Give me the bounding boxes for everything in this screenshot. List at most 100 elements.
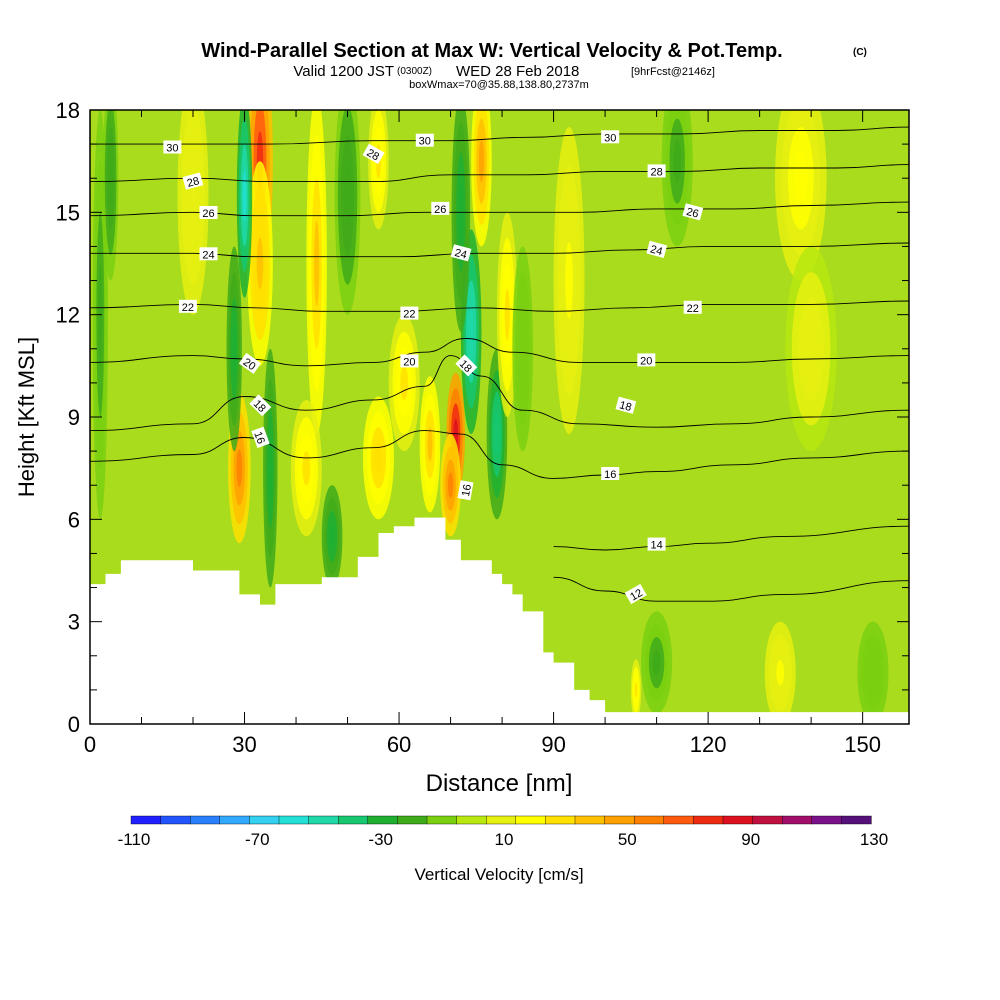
theta-label-28: 28 xyxy=(182,172,204,190)
w-feature-5 xyxy=(263,348,278,588)
y-axis-title: Height [Kft MSL] xyxy=(14,337,39,497)
colorbar-cell xyxy=(278,815,310,825)
theta-label-16: 16 xyxy=(601,467,620,481)
theta-label-box xyxy=(646,240,668,259)
theta-label-30: 30 xyxy=(163,140,182,155)
w-feature-ring xyxy=(268,438,273,498)
w-feature-ring xyxy=(776,660,785,686)
theta-contour-30 xyxy=(90,126,909,145)
theta-label-26: 26 xyxy=(682,203,704,221)
w-feature-27 xyxy=(641,611,673,714)
theta-label-box xyxy=(683,300,702,314)
chart-subtitle-fcst: [9hrFcst@2146z] xyxy=(631,66,715,78)
w-feature-ring xyxy=(256,237,264,290)
theta-label-text: 30 xyxy=(604,132,616,144)
y-tick-label: 0 xyxy=(68,712,80,737)
theta-label-box xyxy=(182,172,204,190)
colorbar-cell xyxy=(308,815,339,825)
chart-subtitle-utc: (0300Z) xyxy=(397,66,432,77)
y-tick-label: 9 xyxy=(68,405,80,430)
theta-label-16: 16 xyxy=(251,426,270,449)
theta-label-22: 22 xyxy=(400,306,419,321)
w-feature-23 xyxy=(661,110,693,247)
theta-label-text: 14 xyxy=(650,540,662,552)
w-feature-ring xyxy=(236,449,243,487)
theta-contour-16 xyxy=(90,430,909,479)
theta-label-28: 28 xyxy=(647,164,666,178)
x-tick-label: 60 xyxy=(387,732,411,757)
w-feature-ring xyxy=(447,472,454,499)
theta-contour-12 xyxy=(553,576,909,602)
colorbar-cell xyxy=(663,815,694,825)
w-feature-31 xyxy=(102,110,119,281)
w-feature-22 xyxy=(553,127,585,435)
w-feature-ring xyxy=(794,152,808,204)
theta-label-text: 24 xyxy=(649,243,664,258)
theta-contour-24 xyxy=(90,242,909,258)
theta-label-16: 16 xyxy=(457,480,474,501)
chart-subtitle-boxwmax: boxWmax=70@35.88,138.80,2737m xyxy=(409,79,589,91)
w-feature-ring xyxy=(242,169,247,221)
theta-label-box xyxy=(457,480,474,501)
w-feature-ring xyxy=(804,323,818,375)
theta-label-26: 26 xyxy=(431,201,450,216)
colorbar-cell xyxy=(515,815,546,825)
colorbar-tick-label: 130 xyxy=(860,830,888,849)
colorbar-tick-label: 10 xyxy=(495,830,514,849)
w-feature-ring xyxy=(427,427,433,462)
w-feature-ring xyxy=(869,660,877,686)
y-tick-label: 18 xyxy=(56,98,80,123)
y-tick-label: 15 xyxy=(56,200,80,225)
w-feature-ring xyxy=(400,365,409,400)
chart-subtitle-valid: Valid 1200 JST xyxy=(293,63,394,80)
w-feature-ring xyxy=(302,451,311,486)
w-feature-11 xyxy=(362,396,394,520)
theta-contour-26 xyxy=(90,201,909,217)
theta-label-text: 26 xyxy=(434,204,446,216)
theta-label-18: 18 xyxy=(615,396,637,414)
x-axis: 0 30 60 90 120 150 Distance [nm] xyxy=(84,732,881,797)
x-tick-label: 0 xyxy=(84,732,96,757)
colorbar-tick-label: 90 xyxy=(741,830,760,849)
w-feature-ring xyxy=(374,442,383,474)
w-feature-4 xyxy=(226,246,242,452)
theta-contour-22 xyxy=(90,300,909,312)
colorbar-cell xyxy=(811,815,842,825)
w-feature-ring xyxy=(494,412,500,456)
theta-label-28: 28 xyxy=(362,143,385,164)
theta-label-20: 20 xyxy=(400,354,419,368)
x-tick-label: 30 xyxy=(232,732,256,757)
colorbar-cell xyxy=(367,815,398,825)
theta-contour-14 xyxy=(553,525,909,551)
theta-label-box xyxy=(682,203,704,221)
colorbar-tick-label: -30 xyxy=(368,830,393,849)
colorbar-cell xyxy=(249,815,280,825)
theta-label-text: 12 xyxy=(628,587,645,604)
w-feature-1 xyxy=(247,161,273,366)
w-feature-3 xyxy=(236,110,253,298)
w-feature-20 xyxy=(496,212,518,417)
x-tick-label: 90 xyxy=(541,732,565,757)
w-feature-19 xyxy=(471,110,492,247)
w-feature-24 xyxy=(775,110,827,281)
theta-label-text: 20 xyxy=(403,356,415,368)
theta-contour-28 xyxy=(90,164,909,183)
theta-label-30: 30 xyxy=(415,133,434,148)
x-tick-label: 120 xyxy=(690,732,727,757)
theta-label-text: 28 xyxy=(650,166,662,178)
colorbar-tick-label: 50 xyxy=(618,830,637,849)
chart-subtitle-date: WED 28 Feb 2018 xyxy=(456,63,579,80)
theta-label-box xyxy=(647,164,666,178)
theta-label-box xyxy=(163,140,182,154)
theta-label-box xyxy=(455,354,478,377)
theta-label-text: 30 xyxy=(419,136,431,148)
w-feature-ring xyxy=(468,306,474,358)
theta-label-text: 24 xyxy=(202,249,214,261)
terrain-mask xyxy=(90,517,909,724)
colorbar-cell xyxy=(634,815,665,825)
colorbar-cell xyxy=(722,815,754,825)
theta-label-22: 22 xyxy=(683,300,702,315)
theta-label-24: 24 xyxy=(199,247,218,261)
